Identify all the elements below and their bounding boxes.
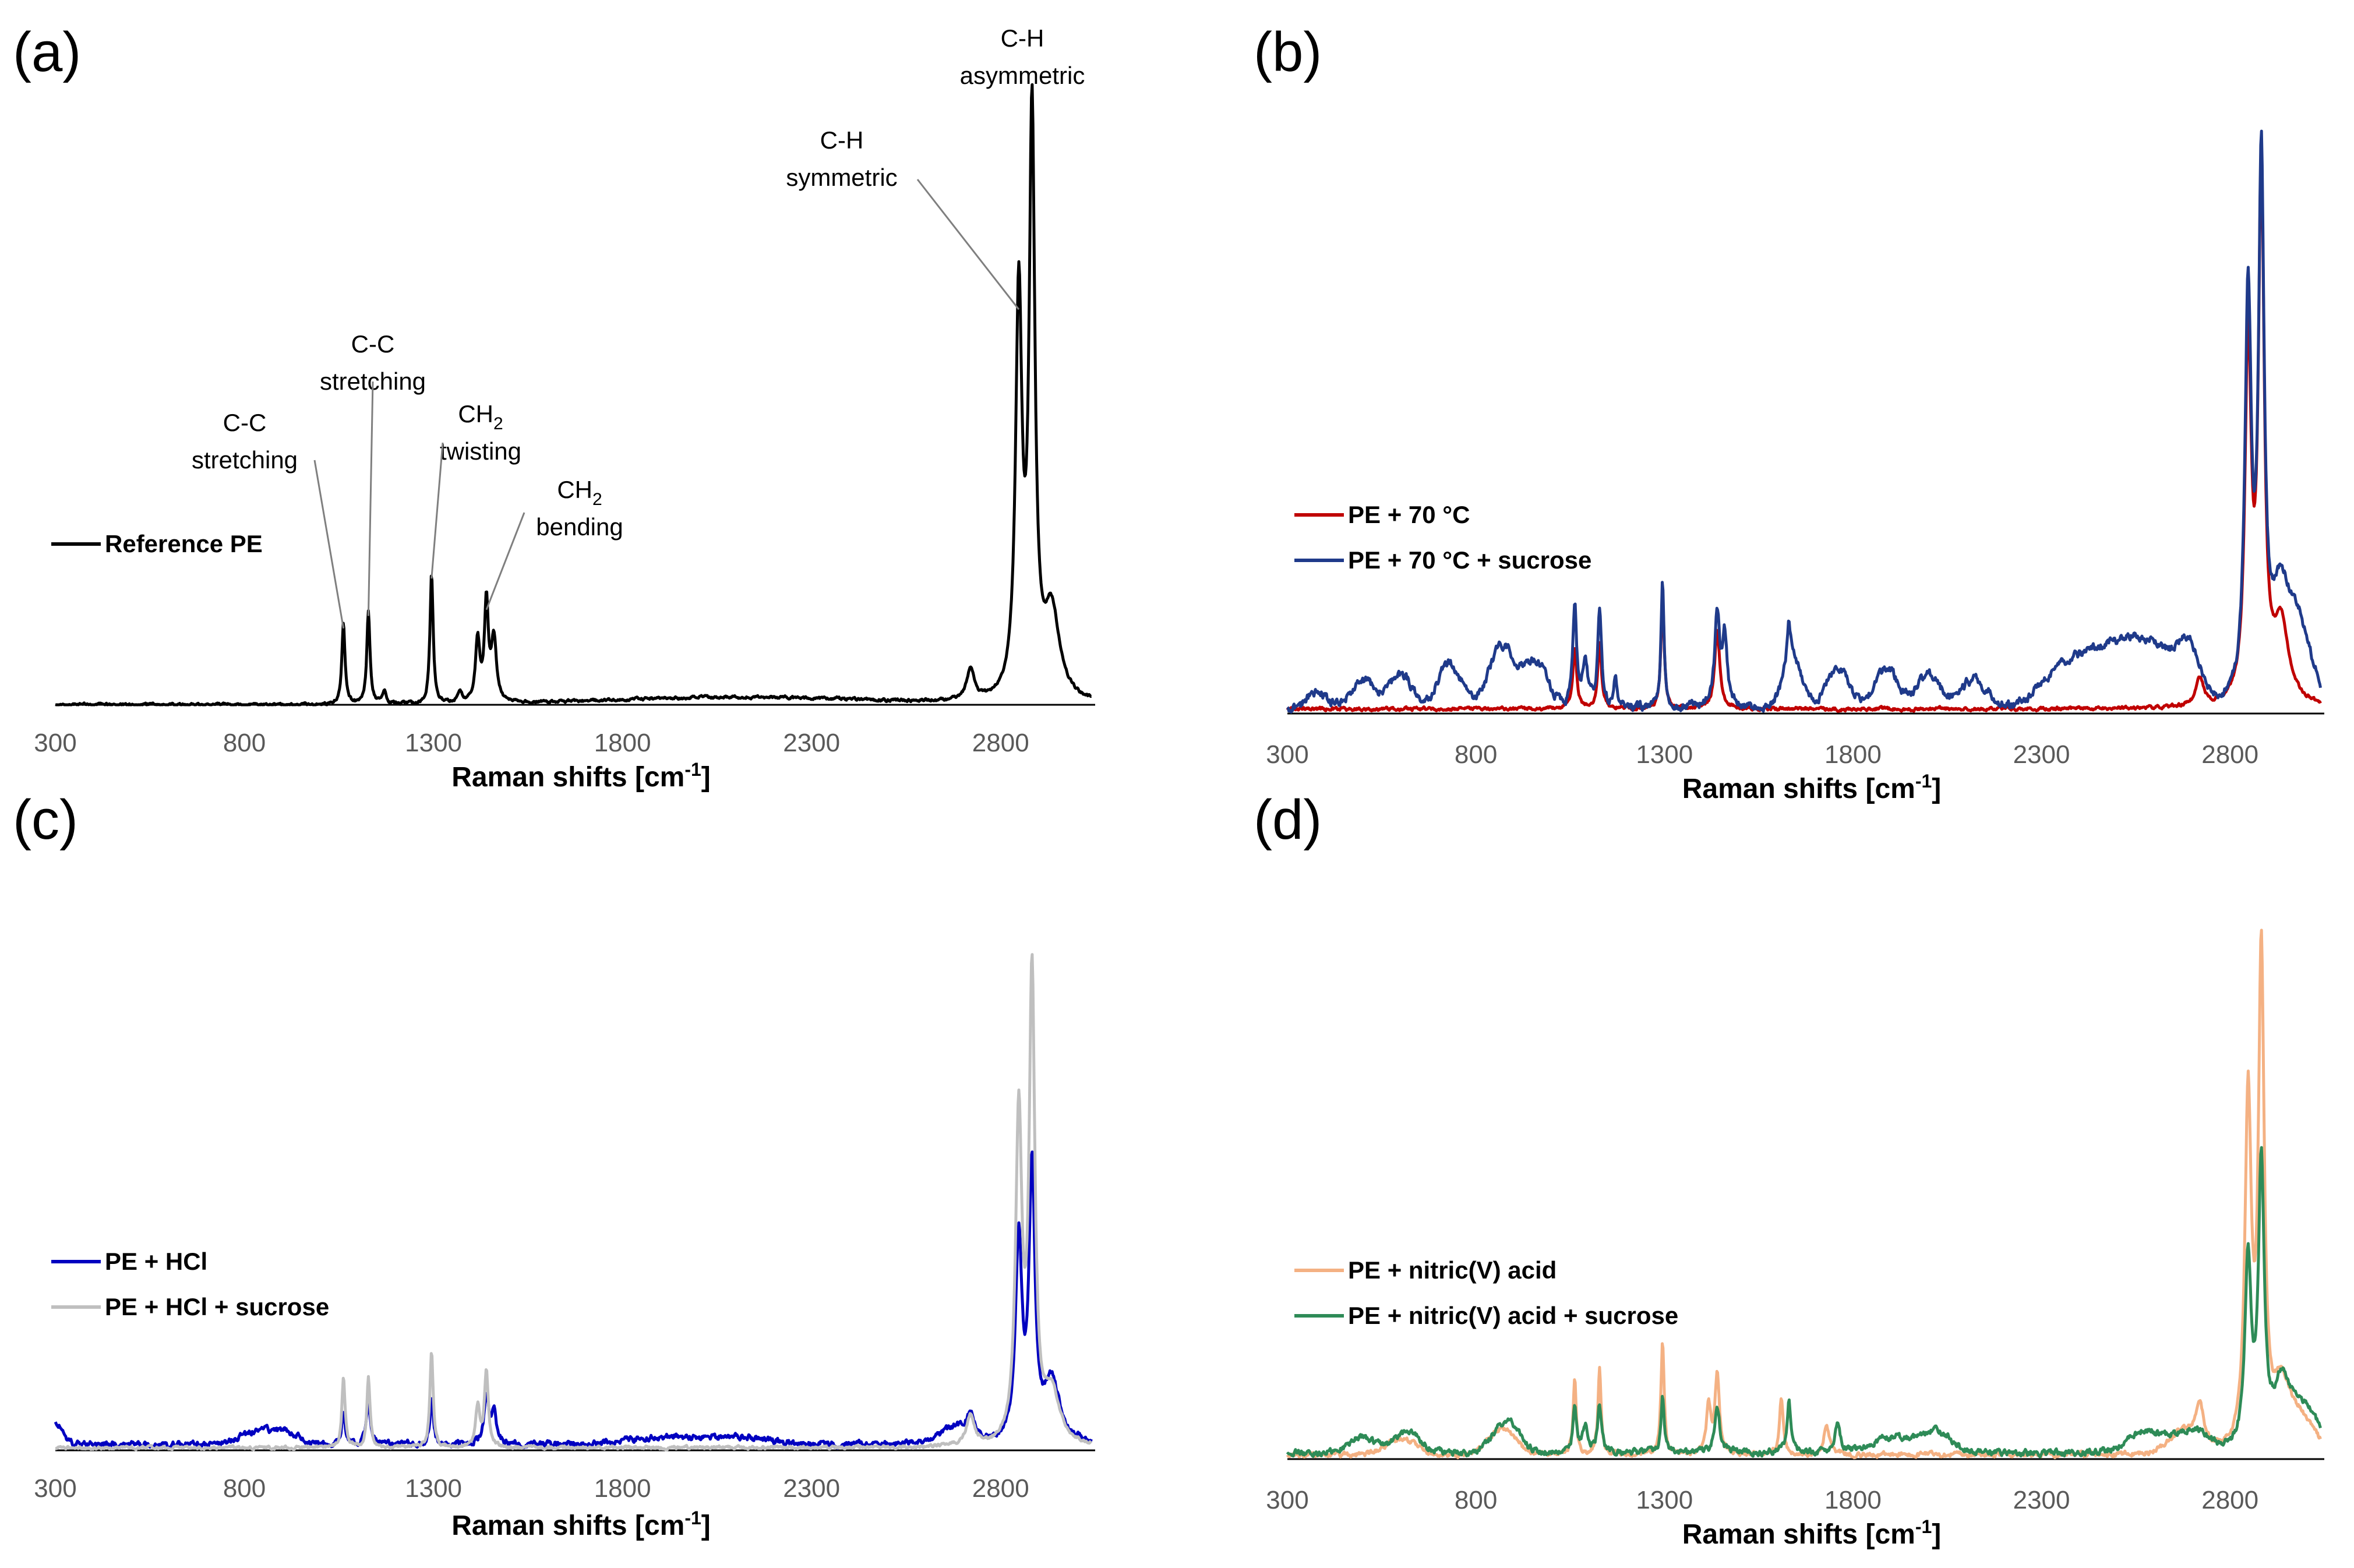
x-axis-title: Raman shifts [cm-1]: [1682, 771, 1942, 804]
peak-annotation: CH2 bending: [536, 476, 623, 541]
x-axis-title: Raman shifts [cm-1]: [451, 759, 711, 793]
chart-panel: (c) 300 800 1300 1800 2300 2800 Raman shifts [c…: [13, 789, 1095, 1541]
x-tick-label: 1800: [1824, 740, 1882, 769]
series-line: [1286, 129, 2322, 714]
x-tick-label: 1300: [405, 729, 462, 757]
x-tick-label: 800: [223, 729, 266, 757]
x-tick-label: 300: [1266, 740, 1308, 769]
x-tick-label: 800: [1455, 740, 1497, 769]
chart-panel: (d) 300 800 1300 1800 2300 2800 Raman shifts [c…: [1254, 789, 2324, 1550]
annotation-leader: [313, 460, 345, 629]
peak-annotation: C-C stretching: [192, 409, 298, 474]
annotation-leader: [916, 179, 1020, 310]
x-axis-title: Raman shifts [cm-1]: [451, 1507, 711, 1541]
series-line: [54, 83, 1092, 707]
legend-label: PE + nitric(V) acid: [1348, 1256, 1557, 1284]
chart-panel: (b) 300 800 1300 1800 2300 2800 Raman shifts [c…: [1254, 21, 2324, 804]
panel-label: (a): [13, 21, 81, 83]
x-tick-label: 300: [34, 729, 76, 757]
panel-label: (d): [1254, 789, 1322, 851]
x-tick-label: 800: [1455, 1486, 1497, 1514]
x-tick-label: 1800: [594, 729, 651, 757]
x-tick-label: 1800: [594, 1474, 651, 1503]
x-tick-label: 1300: [1636, 1486, 1693, 1514]
legend-label: PE + HCl: [105, 1248, 207, 1275]
annotation-leader: [485, 512, 525, 610]
x-tick-label: 2300: [783, 729, 840, 757]
annotation-leader: [430, 442, 444, 579]
x-tick-label: 2800: [972, 1474, 1029, 1503]
series-line: [54, 953, 1093, 1452]
peak-annotation: CH2 twisting: [440, 400, 521, 465]
peak-annotation: C-H symmetric: [786, 126, 897, 191]
x-axis-title: Raman shifts [cm-1]: [1682, 1516, 1942, 1550]
legend-label: PE + nitric(V) acid + sucrose: [1348, 1302, 1678, 1329]
x-tick-label: 2800: [2201, 1486, 2258, 1514]
x-tick-label: 1300: [1636, 740, 1693, 769]
legend-label: PE + HCl + sucrose: [105, 1293, 329, 1320]
chart-panel: (a) 300 800 1300 1800 2300 2800 Raman shifts [c…: [13, 21, 1095, 793]
panel-label: (c): [13, 789, 78, 851]
x-tick-label: 2800: [972, 729, 1029, 757]
x-tick-label: 2300: [783, 1474, 840, 1503]
x-tick-label: 1800: [1824, 1486, 1882, 1514]
x-tick-label: 300: [1266, 1486, 1308, 1514]
series-line: [54, 1150, 1093, 1450]
legend-label: Reference PE: [105, 530, 263, 557]
panel-label: (b): [1254, 21, 1322, 83]
x-tick-label: 2300: [2013, 740, 2070, 769]
annotation-leader: [367, 381, 374, 616]
x-tick-label: 1300: [405, 1474, 462, 1503]
legend-label: PE + 70 °C: [1348, 501, 1470, 528]
peak-annotation: C-H asymmetric: [960, 24, 1085, 89]
x-tick-label: 2300: [2013, 1486, 2070, 1514]
x-tick-label: 800: [223, 1474, 266, 1503]
legend-label: PE + 70 °C + sucrose: [1348, 546, 1591, 574]
series-line: [1286, 1146, 2322, 1459]
series-line: [1286, 148, 2322, 713]
x-tick-label: 2800: [2201, 740, 2258, 769]
x-tick-label: 300: [34, 1474, 76, 1503]
